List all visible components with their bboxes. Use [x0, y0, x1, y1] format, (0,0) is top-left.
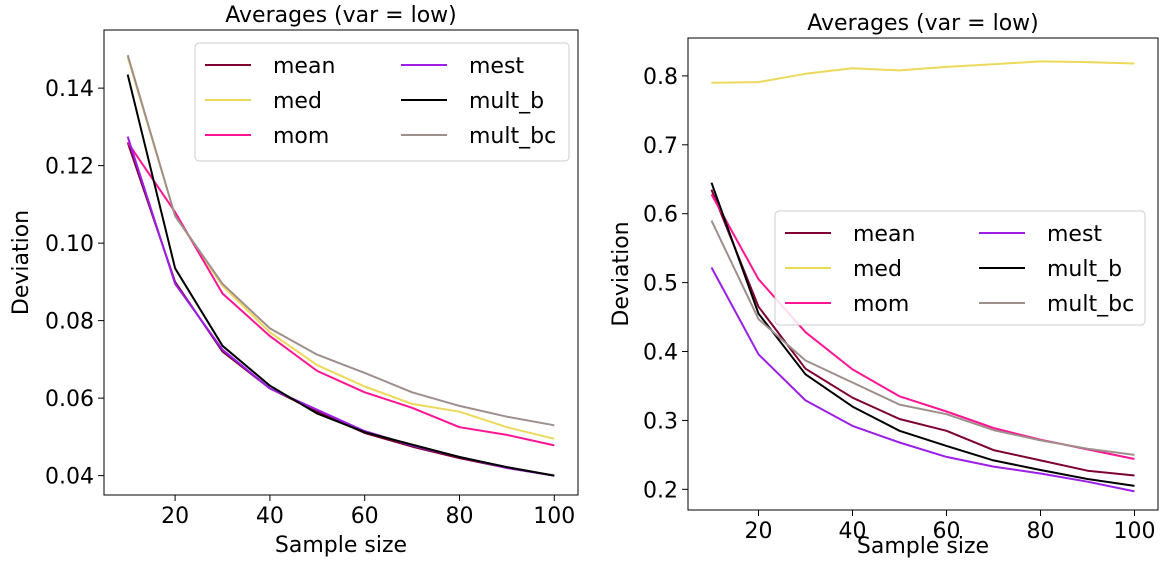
x-tick-label: 40: [839, 519, 867, 544]
series-line-mult_b: [126, 74, 555, 477]
legend-label-mult_bc: mult_bc: [1047, 292, 1134, 317]
x-tick-label: 40: [256, 504, 284, 529]
x-tick-label: 100: [1114, 519, 1156, 544]
x-axis-label: Sample size: [275, 533, 407, 558]
series-line-mult_bc: [710, 220, 1135, 456]
plot-frame: [687, 37, 1159, 511]
series-line-mest: [710, 267, 1135, 493]
series-line-mult_bc: [126, 54, 555, 427]
y-tick-label: 0.3: [643, 409, 678, 434]
series-line-mom: [126, 141, 555, 447]
legend-label-mest: mest: [1047, 222, 1102, 247]
legend-label-mean: mean: [853, 222, 915, 247]
y-tick-label: 0.04: [45, 465, 94, 490]
legend: mean med mom mest mult_b mult_bc: [194, 42, 570, 162]
y-tick-label: 0.08: [45, 310, 94, 335]
legend-label-mult_bc: mult_bc: [469, 124, 556, 149]
x-tick-label: 60: [351, 504, 379, 529]
y-axis-label: Deviation: [9, 210, 34, 315]
y-axis-label: Deviation: [609, 221, 634, 326]
series-line-mean: [126, 142, 555, 477]
legend-label-med: med: [273, 89, 322, 114]
legend-label-mom: mom: [853, 292, 909, 317]
x-tick-label: 80: [446, 504, 474, 529]
legend-label-mom: mom: [273, 124, 329, 149]
y-tick-label: 0.6: [643, 203, 678, 228]
chart-panel-2: 20 40 60 80 100 0.2 0.3 0.4 0.5 0.6 0.7 0.8 Averages…: [609, 11, 1159, 559]
chart-panel-1: 20 40 60 80 100 0.04 0.06 0.08 0.10 0.12 0.14 Avera…: [9, 3, 579, 558]
legend-label-mest: mest: [469, 54, 524, 79]
x-tick-label: 80: [1027, 519, 1055, 544]
chart-title: Averages (var = low): [807, 11, 1039, 36]
legend-label-mult_b: mult_b: [469, 89, 544, 114]
x-tick-label: 20: [161, 504, 189, 529]
plot-frame: [103, 29, 579, 496]
y-tick-label: 0.5: [643, 272, 678, 297]
x-tick-label: 60: [933, 519, 961, 544]
y-tick-label: 0.12: [45, 155, 94, 180]
legend-label-mult_b: mult_b: [1047, 257, 1122, 282]
x-tick-label: 20: [745, 519, 773, 544]
legend-box: [774, 210, 1146, 326]
series-line-mult_b: [710, 182, 1135, 487]
series-line-mean: [710, 189, 1135, 477]
y-tick-label: 0.7: [643, 134, 678, 159]
y-tick-label: 0.10: [45, 232, 94, 257]
legend-label-mean: mean: [273, 54, 335, 79]
series-line-mest: [126, 136, 555, 477]
y-tick-label: 0.8: [643, 65, 678, 90]
series-line-med: [711, 60, 1135, 84]
y-tick-label: 0.14: [45, 77, 94, 102]
y-tick-label: 0.06: [45, 387, 94, 412]
legend-box: [194, 42, 570, 162]
x-axis-label: Sample size: [857, 534, 989, 559]
legend: mean med mom mest mult_b mult_bc: [774, 210, 1146, 326]
chart-title: Averages (var = low): [225, 3, 457, 28]
legend-label-med: med: [853, 257, 902, 282]
y-tick-label: 0.2: [643, 478, 678, 503]
y-tick-label: 0.4: [643, 341, 678, 366]
x-tick-label: 100: [533, 504, 575, 529]
